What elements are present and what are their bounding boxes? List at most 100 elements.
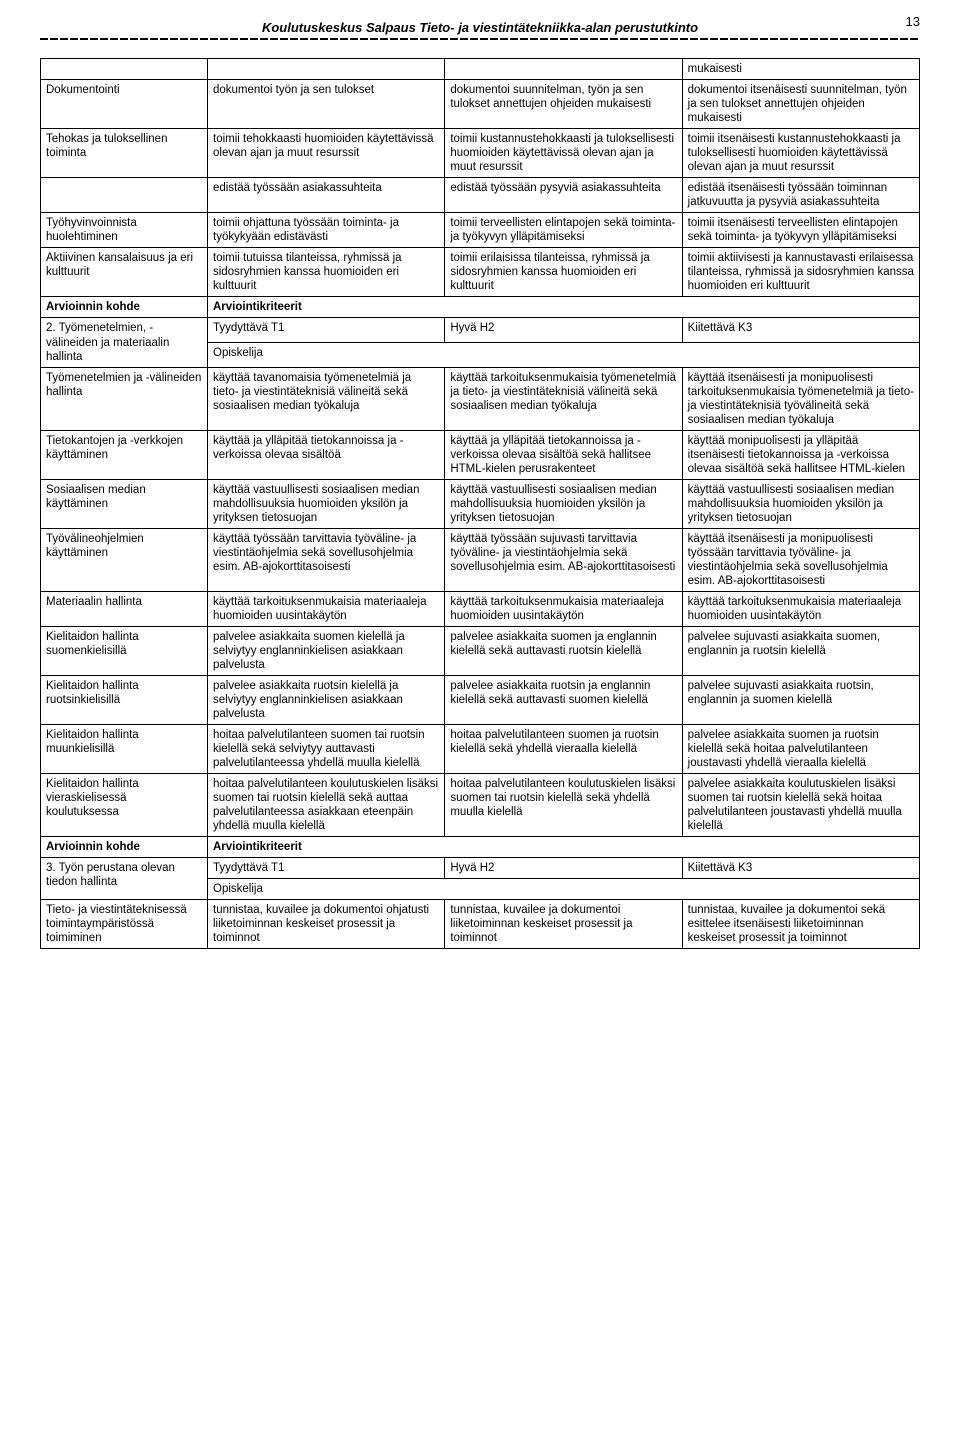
row-label: Kielitaidon hallinta vieraskielisessä ko… [41, 773, 208, 836]
cell: tunnistaa, kuvailee ja dokumentoi sekä e… [682, 900, 919, 949]
row-label: Työhyvinvoinnista huolehtiminen [41, 213, 208, 248]
table-row: Arvioinnin kohdeArviointikriteerit [41, 836, 920, 857]
cell: hoitaa palvelutilanteen suomen tai ruots… [208, 724, 445, 773]
row-label: Kielitaidon hallinta suomenkielisillä [41, 626, 208, 675]
row-label: 3. Työn perustana olevan tiedon hallinta [41, 858, 208, 900]
cell: tunnistaa, kuvailee ja dokumentoi ohjatu… [208, 900, 445, 949]
cell: Hyvä H2 [445, 858, 682, 879]
table-row: Tietokantojen ja -verkkojen käyttäminenk… [41, 430, 920, 479]
table-row: Sosiaalisen median käyttäminenkäyttää va… [41, 479, 920, 528]
table-row: Työmenetelmien ja -välineiden hallintakä… [41, 367, 920, 430]
cell: käyttää tarkoituksenmukaisia materiaalej… [445, 591, 682, 626]
cell: käyttää itsenäisesti ja monipuolisesti t… [682, 528, 919, 591]
row-label [41, 59, 208, 80]
cell: käyttää ja ylläpitää tietokannoissa ja -… [445, 430, 682, 479]
cell: mukaisesti [682, 59, 919, 80]
cell: käyttää tarkoituksenmukaisia materiaalej… [682, 591, 919, 626]
cell: hoitaa palvelutilanteen koulutuskielen l… [445, 773, 682, 836]
row-label: Arvioinnin kohde [41, 836, 208, 857]
page-header: Koulutuskeskus Salpaus Tieto- ja viestin… [40, 20, 920, 36]
cell: Tyydyttävä T1 [208, 858, 445, 879]
row-label: Aktiivinen kansalaisuus ja eri kulttuuri… [41, 248, 208, 297]
row-label: Tietokantojen ja -verkkojen käyttäminen [41, 430, 208, 479]
cell: tunnistaa, kuvailee ja dokumentoi liiket… [445, 900, 682, 949]
cell: käyttää tavanomaisia työmenetelmiä ja ti… [208, 367, 445, 430]
cell: toimii erilaisissa tilanteissa, ryhmissä… [445, 248, 682, 297]
table-row: Arvioinnin kohdeArviointikriteerit [41, 297, 920, 318]
table-row: Työhyvinvoinnista huolehtiminentoimii oh… [41, 213, 920, 248]
table-row: Kielitaidon hallinta ruotsinkielisilläpa… [41, 675, 920, 724]
cell: Kiitettävä K3 [682, 858, 919, 879]
cell: Hyvä H2 [445, 318, 682, 343]
cell: dokumentoi työn ja sen tulokset [208, 80, 445, 129]
cell: edistää työssään asiakassuhteita [208, 178, 445, 213]
cell: käyttää itsenäisesti ja monipuolisesti t… [682, 367, 919, 430]
cell: hoitaa palvelutilanteen suomen ja ruotsi… [445, 724, 682, 773]
row-label: Työmenetelmien ja -välineiden hallinta [41, 367, 208, 430]
cell: hoitaa palvelutilanteen koulutuskielen l… [208, 773, 445, 836]
cell: palvelee asiakkaita suomen kielellä ja s… [208, 626, 445, 675]
row-label: Sosiaalisen median käyttäminen [41, 479, 208, 528]
table-row: Työvälineohjelmien käyttäminenkäyttää ty… [41, 528, 920, 591]
cell: käyttää monipuolisesti ja ylläpitää itse… [682, 430, 919, 479]
table-row: 2. Työmenetelmien, -välineiden ja materi… [41, 318, 920, 343]
cell: toimii itsenäisesti terveellisten elinta… [682, 213, 919, 248]
header-rule [40, 38, 920, 40]
cell: käyttää työssään tarvittavia työväline- … [208, 528, 445, 591]
criteria-header: Arviointikriteerit [208, 836, 920, 857]
cell: toimii tehokkaasti huomioiden käytettävi… [208, 129, 445, 178]
cell: käyttää vastuullisesti sosiaalisen media… [445, 479, 682, 528]
row-label: Työvälineohjelmien käyttäminen [41, 528, 208, 591]
cell: palvelee asiakkaita ruotsin kielellä ja … [208, 675, 445, 724]
cell: toimii kustannustehokkaasti ja tuloksell… [445, 129, 682, 178]
cell: palvelee asiakkaita ruotsin ja englannin… [445, 675, 682, 724]
row-label: Arvioinnin kohde [41, 297, 208, 318]
table-row: Aktiivinen kansalaisuus ja eri kulttuuri… [41, 248, 920, 297]
cell: Opiskelija [208, 879, 920, 900]
cell [445, 59, 682, 80]
row-label: 2. Työmenetelmien, -välineiden ja materi… [41, 318, 208, 367]
cell: palvelee asiakkaita suomen ja ruotsin ki… [682, 724, 919, 773]
cell: toimii itsenäisesti kustannustehokkaasti… [682, 129, 919, 178]
table-row: 3. Työn perustana olevan tiedon hallinta… [41, 858, 920, 879]
row-label: Dokumentointi [41, 80, 208, 129]
cell: Tyydyttävä T1 [208, 318, 445, 343]
cell: käyttää ja ylläpitää tietokannoissa ja -… [208, 430, 445, 479]
cell: edistää työssään pysyviä asiakassuhteita [445, 178, 682, 213]
cell: käyttää vastuullisesti sosiaalisen media… [682, 479, 919, 528]
cell: Kiitettävä K3 [682, 318, 919, 343]
criteria-header: Arviointikriteerit [208, 297, 920, 318]
table-row: Tehokas ja tuloksellinen toimintatoimii … [41, 129, 920, 178]
row-label: Kielitaidon hallinta muunkielisillä [41, 724, 208, 773]
row-label: Tehokas ja tuloksellinen toiminta [41, 129, 208, 178]
assessment-table: mukaisestiDokumentointidokumentoi työn j… [40, 58, 920, 949]
cell: käyttää työssään sujuvasti tarvittavia t… [445, 528, 682, 591]
row-label: Tieto- ja viestintäteknisessä toimintaym… [41, 900, 208, 949]
cell: palvelee asiakkaita koulutuskielen lisäk… [682, 773, 919, 836]
cell: dokumentoi itsenäisesti suunnitelman, ty… [682, 80, 919, 129]
cell: palvelee asiakkaita suomen ja englannin … [445, 626, 682, 675]
cell: palvelee sujuvasti asiakkaita suomen, en… [682, 626, 919, 675]
cell: Opiskelija [208, 343, 920, 368]
table-row: Tieto- ja viestintäteknisessä toimintaym… [41, 900, 920, 949]
table-row: Dokumentointidokumentoi työn ja sen tulo… [41, 80, 920, 129]
table-row: Kielitaidon hallinta muunkielisillähoita… [41, 724, 920, 773]
table-row: Materiaalin hallintakäyttää tarkoituksen… [41, 591, 920, 626]
table-row: mukaisesti [41, 59, 920, 80]
cell: palvelee sujuvasti asiakkaita ruotsin, e… [682, 675, 919, 724]
page-number: 13 [906, 14, 920, 30]
row-label [41, 178, 208, 213]
table-row: edistää työssään asiakassuhteitaedistää … [41, 178, 920, 213]
cell: toimii ohjattuna työssään toiminta- ja t… [208, 213, 445, 248]
cell: toimii aktiivisesti ja kannustavasti eri… [682, 248, 919, 297]
cell: toimii terveellisten elintapojen sekä to… [445, 213, 682, 248]
table-row: Kielitaidon hallinta suomenkielisilläpal… [41, 626, 920, 675]
row-label: Kielitaidon hallinta ruotsinkielisillä [41, 675, 208, 724]
cell [208, 59, 445, 80]
cell: käyttää vastuullisesti sosiaalisen media… [208, 479, 445, 528]
cell: dokumentoi suunnitelman, työn ja sen tul… [445, 80, 682, 129]
table-row: Kielitaidon hallinta vieraskielisessä ko… [41, 773, 920, 836]
cell: edistää itsenäisesti työssään toiminnan … [682, 178, 919, 213]
cell: käyttää tarkoituksenmukaisia työmenetelm… [445, 367, 682, 430]
cell: käyttää tarkoituksenmukaisia materiaalej… [208, 591, 445, 626]
